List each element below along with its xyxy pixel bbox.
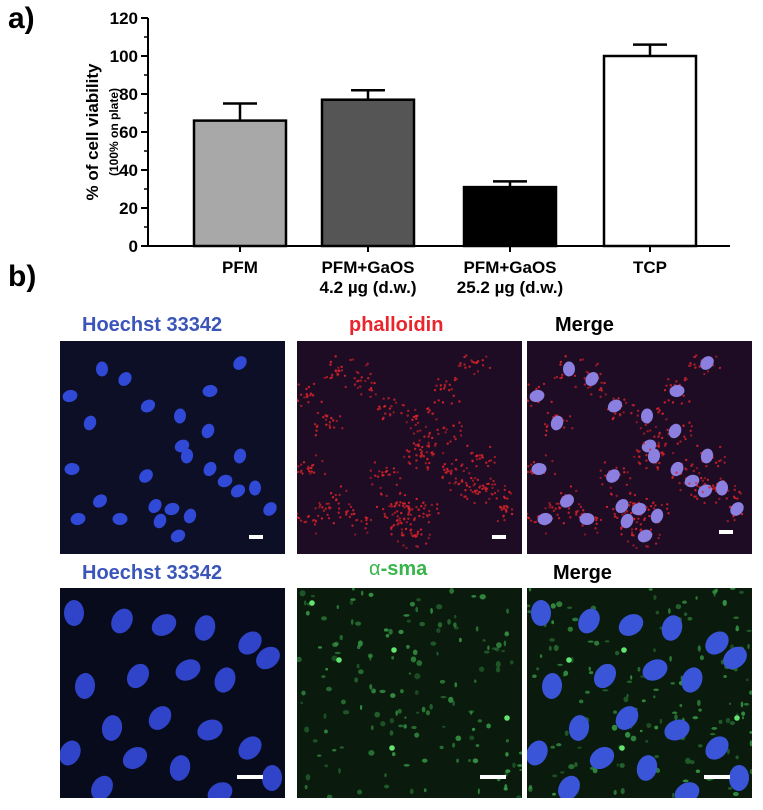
y-tick-label: 120 (110, 9, 138, 28)
y-axis-sublabel: (100% on plate) (107, 88, 121, 176)
bar-chart: 0 20 40 60 80 100 120 % of cell viability (100% … (83, 9, 730, 297)
y-tick-label: 80 (119, 85, 138, 104)
row2-hoechst-label: Hoechst 33342 (82, 562, 223, 584)
y-axis-label: % of cell viability (83, 63, 102, 201)
row2-sma-image (297, 588, 522, 798)
row2-sma-label: α-sma (369, 558, 427, 581)
scale-bar (719, 530, 733, 534)
row1-hoechst-label: Hoechst 33342 (82, 314, 223, 336)
x-tick-label: PFM+GaOS (463, 258, 556, 277)
scale-bar (480, 775, 506, 779)
y-tick-label: 0 (129, 237, 138, 256)
row2-merge-label: Merge (553, 562, 612, 584)
row1-merge-label: Merge (555, 314, 614, 336)
bar (462, 185, 558, 248)
row2-merge-image (527, 588, 752, 798)
bar (602, 54, 698, 248)
y-tick-label: 100 (110, 47, 138, 66)
scale-bar (249, 535, 263, 539)
sma-text: -sma (380, 558, 428, 580)
bar (320, 98, 416, 248)
row1-hoechst-image (60, 341, 285, 554)
bar (192, 119, 288, 248)
scale-bar (704, 775, 730, 779)
x-tick-label: PFM+GaOS (321, 258, 414, 277)
panel-b-letter: b) (8, 260, 37, 293)
x-tick-label: TCP (633, 258, 667, 277)
scale-bar (492, 535, 506, 539)
row1-phalloidin-label: phalloidin (349, 314, 444, 336)
row1-merge-image (527, 341, 752, 554)
y-tick-label: 40 (119, 161, 138, 180)
alpha-symbol: α (369, 558, 381, 580)
x-tick-label: PFM (222, 258, 258, 277)
y-tick-label: 60 (119, 123, 138, 142)
x-tick-label: 4.2 µg (d.w.) (319, 278, 416, 297)
x-tick-label: 25.2 µg (d.w.) (457, 278, 563, 297)
row2-hoechst-image (60, 588, 285, 798)
row1-phalloidin-image (297, 341, 522, 554)
scale-bar (237, 775, 263, 779)
panel-a-letter: a) (8, 2, 35, 35)
y-tick-label: 20 (119, 199, 138, 218)
